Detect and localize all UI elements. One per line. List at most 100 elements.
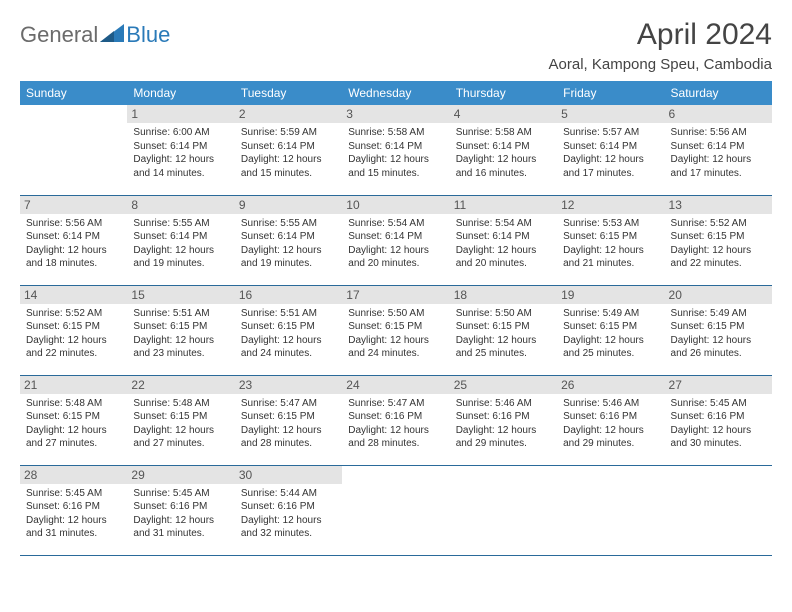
sunrise-line: Sunrise: 5:51 AM <box>241 307 336 321</box>
sunrise-line: Sunrise: 5:56 AM <box>671 126 766 140</box>
calendar-cell <box>20 105 127 195</box>
sunrise-line: Sunrise: 5:54 AM <box>456 217 551 231</box>
sunset-line: Sunset: 6:15 PM <box>26 320 121 334</box>
sunset-line: Sunset: 6:15 PM <box>348 320 443 334</box>
sunset-line: Sunset: 6:15 PM <box>241 410 336 424</box>
day-number: 18 <box>450 286 557 304</box>
calendar-cell: 14Sunrise: 5:52 AMSunset: 6:15 PMDayligh… <box>20 285 127 375</box>
daylight-line: Daylight: 12 hours and 30 minutes. <box>671 424 766 451</box>
day-number: 1 <box>127 105 234 123</box>
day-info: Sunrise: 5:54 AMSunset: 6:14 PMDaylight:… <box>456 217 551 271</box>
day-number: 21 <box>20 376 127 394</box>
brand-logo: General Blue <box>20 18 170 48</box>
sunrise-line: Sunrise: 5:58 AM <box>348 126 443 140</box>
daylight-line: Daylight: 12 hours and 20 minutes. <box>348 244 443 271</box>
daylight-line: Daylight: 12 hours and 26 minutes. <box>671 334 766 361</box>
daylight-line: Daylight: 12 hours and 17 minutes. <box>671 153 766 180</box>
sunset-line: Sunset: 6:14 PM <box>456 230 551 244</box>
day-info: Sunrise: 5:55 AMSunset: 6:14 PMDaylight:… <box>241 217 336 271</box>
calendar-cell: 21Sunrise: 5:48 AMSunset: 6:15 PMDayligh… <box>20 375 127 465</box>
sunrise-line: Sunrise: 5:50 AM <box>348 307 443 321</box>
daylight-line: Daylight: 12 hours and 15 minutes. <box>348 153 443 180</box>
day-number: 24 <box>342 376 449 394</box>
sunrise-line: Sunrise: 5:46 AM <box>456 397 551 411</box>
sunset-line: Sunset: 6:15 PM <box>133 320 228 334</box>
weekday-header: Friday <box>557 81 664 105</box>
sunrise-line: Sunrise: 5:56 AM <box>26 217 121 231</box>
day-info: Sunrise: 5:46 AMSunset: 6:16 PMDaylight:… <box>563 397 658 451</box>
daylight-line: Daylight: 12 hours and 27 minutes. <box>133 424 228 451</box>
sunrise-line: Sunrise: 5:44 AM <box>241 487 336 501</box>
calendar-cell: 18 Sunrise: 5:50 AMSunset: 6:15 PMDayligh… <box>450 285 557 375</box>
daylight-line: Daylight: 12 hours and 18 minutes. <box>26 244 121 271</box>
sunset-line: Sunset: 6:14 PM <box>456 140 551 154</box>
day-info: Sunrise: 5:55 AMSunset: 6:14 PMDaylight:… <box>133 217 228 271</box>
calendar-cell: 29Sunrise: 5:45 AMSunset: 6:16 PMDayligh… <box>127 465 234 555</box>
day-info: Sunrise: 5:59 AMSunset: 6:14 PMDaylight:… <box>241 126 336 180</box>
sunrise-line: Sunrise: 6:00 AM <box>133 126 228 140</box>
sunrise-line: Sunrise: 5:45 AM <box>26 487 121 501</box>
daylight-line: Daylight: 12 hours and 31 minutes. <box>133 514 228 541</box>
day-number: 15 <box>127 286 234 304</box>
sunrise-line: Sunrise: 5:47 AM <box>348 397 443 411</box>
sunset-line: Sunset: 6:16 PM <box>241 500 336 514</box>
calendar-cell: 7Sunrise: 5:56 AMSunset: 6:14 PMDaylight… <box>20 195 127 285</box>
calendar-cell: 2 Sunrise: 5:59 AMSunset: 6:14 PMDaylight… <box>235 105 342 195</box>
calendar-cell <box>665 465 772 555</box>
day-info: Sunrise: 5:48 AMSunset: 6:15 PMDaylight:… <box>133 397 228 451</box>
day-number: 28 <box>20 466 127 484</box>
daylight-line: Daylight: 12 hours and 22 minutes. <box>671 244 766 271</box>
sunrise-line: Sunrise: 5:50 AM <box>456 307 551 321</box>
sunrise-line: Sunrise: 5:49 AM <box>563 307 658 321</box>
day-number: 6 <box>665 105 772 123</box>
daylight-line: Daylight: 12 hours and 19 minutes. <box>133 244 228 271</box>
day-info: Sunrise: 5:47 AMSunset: 6:15 PMDaylight:… <box>241 397 336 451</box>
calendar-cell: 22Sunrise: 5:48 AMSunset: 6:15 PMDayligh… <box>127 375 234 465</box>
weekday-header-row: Sunday Monday Tuesday Wednesday Thursday… <box>20 81 772 105</box>
day-number: 9 <box>235 196 342 214</box>
brand-text-blue: Blue <box>126 22 170 48</box>
sunrise-line: Sunrise: 5:57 AM <box>563 126 658 140</box>
calendar-cell: 5Sunrise: 5:57 AMSunset: 6:14 PMDaylight… <box>557 105 664 195</box>
day-info: Sunrise: 5:46 AMSunset: 6:16 PMDaylight:… <box>456 397 551 451</box>
day-info: Sunrise: 5:53 AMSunset: 6:15 PMDaylight:… <box>563 217 658 271</box>
calendar-cell: 10Sunrise: 5:54 AMSunset: 6:14 PMDayligh… <box>342 195 449 285</box>
day-number: 10 <box>342 196 449 214</box>
sunrise-line: Sunrise: 5:48 AM <box>26 397 121 411</box>
sunset-line: Sunset: 6:14 PM <box>241 230 336 244</box>
daylight-line: Daylight: 12 hours and 29 minutes. <box>563 424 658 451</box>
day-info: Sunrise: 5:50 AMSunset: 6:15 PMDaylight:… <box>348 307 443 361</box>
sunset-line: Sunset: 6:16 PM <box>563 410 658 424</box>
calendar-cell: 9 Sunrise: 5:55 AMSunset: 6:14 PMDaylight… <box>235 195 342 285</box>
calendar-cell: 4Sunrise: 5:58 AMSunset: 6:14 PMDaylight… <box>450 105 557 195</box>
calendar-cell: 23Sunrise: 5:47 AMSunset: 6:15 PMDayligh… <box>235 375 342 465</box>
sunset-line: Sunset: 6:16 PM <box>348 410 443 424</box>
day-number: 2 <box>235 105 342 123</box>
day-number: 29 <box>127 466 234 484</box>
daylight-line: Daylight: 12 hours and 24 minutes. <box>241 334 336 361</box>
day-info: Sunrise: 5:58 AMSunset: 6:14 PMDaylight:… <box>456 126 551 180</box>
location-text: Aoral, Kampong Speu, Cambodia <box>549 56 772 73</box>
daylight-line: Daylight: 12 hours and 23 minutes. <box>133 334 228 361</box>
brand-triangle-icon <box>100 24 124 47</box>
sunrise-line: Sunrise: 5:55 AM <box>241 217 336 231</box>
day-number: 17 <box>342 286 449 304</box>
day-info: Sunrise: 5:47 AMSunset: 6:16 PMDaylight:… <box>348 397 443 451</box>
day-info: Sunrise: 5:50 AMSunset: 6:15 PMDaylight:… <box>456 307 551 361</box>
day-info: Sunrise: 5:45 AMSunset: 6:16 PMDaylight:… <box>26 487 121 541</box>
calendar-cell: 25Sunrise: 5:46 AMSunset: 6:16 PMDayligh… <box>450 375 557 465</box>
sunset-line: Sunset: 6:16 PM <box>133 500 228 514</box>
sunset-line: Sunset: 6:14 PM <box>348 140 443 154</box>
sunrise-line: Sunrise: 5:46 AM <box>563 397 658 411</box>
day-number: 5 <box>557 105 664 123</box>
sunset-line: Sunset: 6:14 PM <box>563 140 658 154</box>
calendar-week-row: 28Sunrise: 5:45 AMSunset: 6:16 PMDayligh… <box>20 465 772 555</box>
sunset-line: Sunset: 6:14 PM <box>348 230 443 244</box>
calendar-week-row: 1Sunrise: 6:00 AMSunset: 6:14 PMDaylight… <box>20 105 772 195</box>
day-info: Sunrise: 5:52 AMSunset: 6:15 PMDaylight:… <box>26 307 121 361</box>
calendar-week-row: 21Sunrise: 5:48 AMSunset: 6:15 PMDayligh… <box>20 375 772 465</box>
weekday-header: Wednesday <box>342 81 449 105</box>
sunset-line: Sunset: 6:14 PM <box>133 140 228 154</box>
weekday-header: Sunday <box>20 81 127 105</box>
daylight-line: Daylight: 12 hours and 29 minutes. <box>456 424 551 451</box>
